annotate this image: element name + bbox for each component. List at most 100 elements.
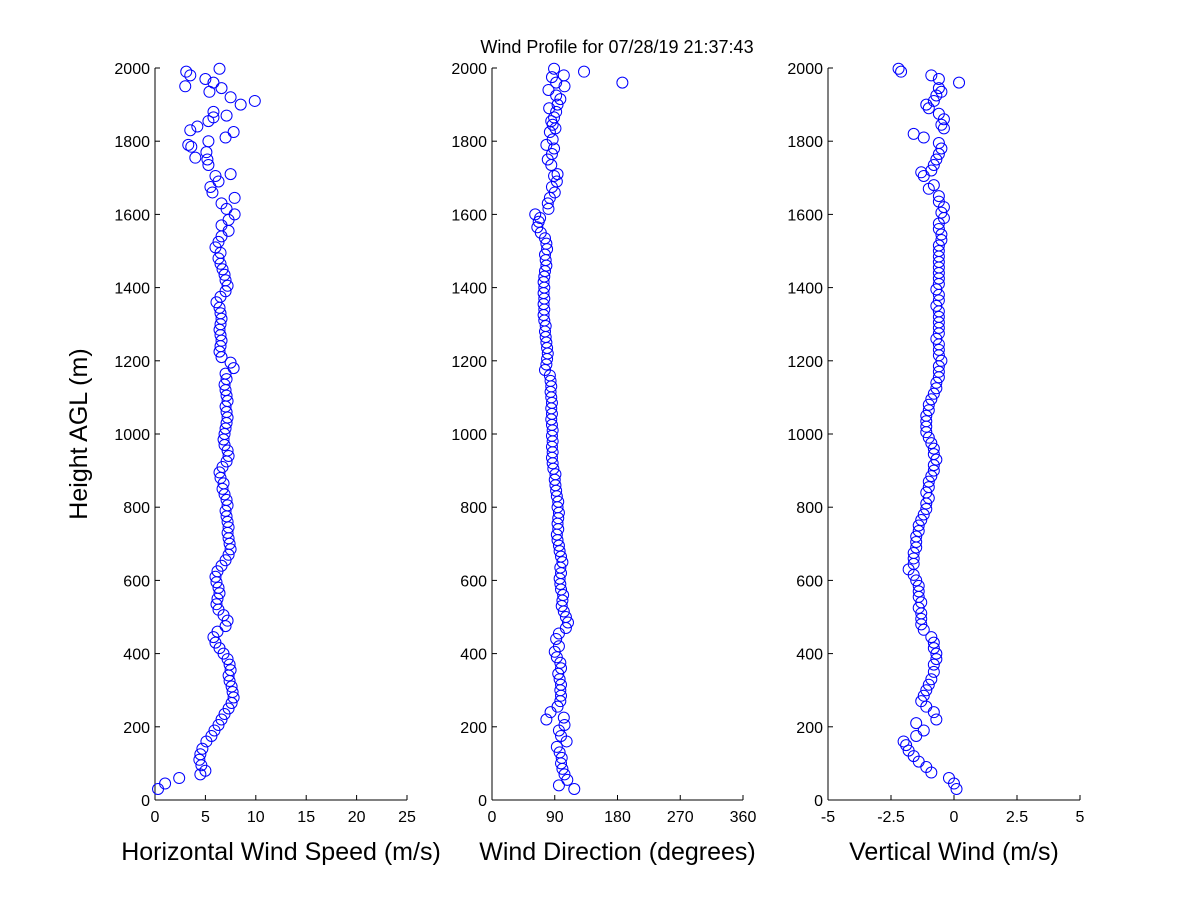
vertical-y-tick-label: 2000 <box>787 61 823 78</box>
speed-data-point <box>196 742 209 755</box>
speed-y-tick-label: 1800 <box>114 134 150 151</box>
vertical-data-point <box>920 409 933 422</box>
direction-data-point <box>578 65 591 78</box>
speed-data-point <box>222 449 235 462</box>
speed-data-point <box>217 477 230 490</box>
vertical-data-point <box>937 122 950 135</box>
speed-data-point <box>224 356 237 369</box>
speed-data-point <box>185 140 198 153</box>
vertical-data-point <box>932 223 945 236</box>
speed-data-point <box>212 175 225 188</box>
direction-y-tick-label: 2000 <box>451 61 487 78</box>
vertical-x-tick-label: -2.5 <box>877 809 905 826</box>
speed-data-point <box>215 197 228 210</box>
vertical-data-point <box>927 658 940 671</box>
direction-y-tick-label: 0 <box>478 793 487 810</box>
vertical-x-tick-label: 0 <box>950 809 959 826</box>
vertical-data-point <box>930 453 943 466</box>
speed-data-point <box>214 307 227 320</box>
vertical-x-tick-label: 2.5 <box>1006 809 1028 826</box>
speed-data-point <box>212 718 225 731</box>
speed-data-point <box>209 570 222 583</box>
vertical-data-point <box>935 228 948 241</box>
direction-data-point <box>545 148 558 161</box>
speed-data-point <box>213 466 226 479</box>
vertical-data-point <box>925 69 938 82</box>
vertical-data-point <box>907 552 920 565</box>
vertical-data-point <box>932 365 945 378</box>
vertical-data-point <box>932 195 945 208</box>
speed-data-point <box>222 224 235 237</box>
vertical-y-tick-label: 1800 <box>787 134 823 151</box>
direction-data-point <box>552 640 565 653</box>
direction-data-point <box>550 175 563 188</box>
vertical-x-tick-label: 5 <box>1076 809 1085 826</box>
vertical-data-point <box>910 535 923 548</box>
vertical-data-point <box>922 475 935 488</box>
vertical-data-point <box>915 514 928 527</box>
vertical-data-point <box>917 689 930 702</box>
speed-data-point <box>212 581 225 594</box>
vertical-y-tick-label: 200 <box>796 720 823 737</box>
speed-data-point <box>213 62 226 75</box>
speed-data-point <box>219 274 232 287</box>
vertical-data-point <box>922 398 935 411</box>
direction-data-point <box>545 71 558 84</box>
speed-y-tick-label: 1400 <box>114 281 150 298</box>
direction-data-point <box>557 711 570 724</box>
vertical-data-point <box>895 65 908 78</box>
speed-data-point <box>201 153 214 166</box>
speed-data-point <box>222 702 235 715</box>
speed-y-tick-label: 1600 <box>114 207 150 224</box>
vertical-data-point <box>932 107 945 120</box>
speed-y-tick-label: 0 <box>141 793 150 810</box>
vertical-data-point <box>922 404 935 417</box>
vertical-data-point <box>917 508 930 521</box>
speed-data-point <box>173 772 186 785</box>
direction-data-point <box>558 768 571 781</box>
vertical-data-point <box>910 729 923 742</box>
speed-x-tick-label: 0 <box>151 809 160 826</box>
vertical-data-point <box>917 724 930 737</box>
vertical-data-point <box>930 382 943 395</box>
direction-data-point <box>555 751 568 764</box>
vertical-y-tick-label: 1200 <box>787 354 823 371</box>
vertical-x-axis-label: Vertical Wind (m/s) <box>849 838 1059 866</box>
direction-data-point <box>531 221 544 234</box>
speed-x-axis-label: Horizontal Wind Speed (m/s) <box>121 838 441 866</box>
speed-x-tick-label: 5 <box>201 809 210 826</box>
speed-data-point <box>194 748 207 761</box>
direction-data-point <box>558 718 571 731</box>
vertical-data-point <box>930 653 943 666</box>
direction-y-tick-label: 1000 <box>451 427 487 444</box>
direction-x-tick-label: 360 <box>730 809 757 826</box>
speed-data-point <box>216 263 229 276</box>
direction-x-tick-label: 0 <box>488 809 497 826</box>
vertical-data-point <box>915 612 928 625</box>
direction-data-point <box>541 197 554 210</box>
speed-data-point <box>184 69 197 82</box>
direction-y-tick-label: 1800 <box>451 134 487 151</box>
vertical-data-point <box>920 98 933 111</box>
vertical-data-point <box>915 166 928 179</box>
vertical-data-point <box>915 695 928 708</box>
speed-data-point <box>182 138 195 151</box>
vertical-data-point <box>935 234 948 247</box>
vertical-data-point <box>930 647 943 660</box>
direction-data-point <box>540 713 553 726</box>
speed-data-point <box>207 111 220 124</box>
speed-data-point <box>234 98 247 111</box>
speed-data-point <box>219 367 232 380</box>
vertical-data-point <box>927 642 940 655</box>
vertical-data-point <box>917 623 930 636</box>
speed-data-point <box>159 777 172 790</box>
vertical-data-point <box>907 127 920 140</box>
speed-data-point <box>207 105 220 118</box>
speed-y-tick-label: 400 <box>123 647 150 664</box>
vertical-y-tick-label: 0 <box>814 793 823 810</box>
direction-data-point <box>529 208 542 221</box>
direction-y-tick-label: 800 <box>460 500 487 517</box>
direction-data-point <box>544 374 557 387</box>
speed-data-point <box>204 180 217 193</box>
vertical-data-point <box>922 102 935 115</box>
